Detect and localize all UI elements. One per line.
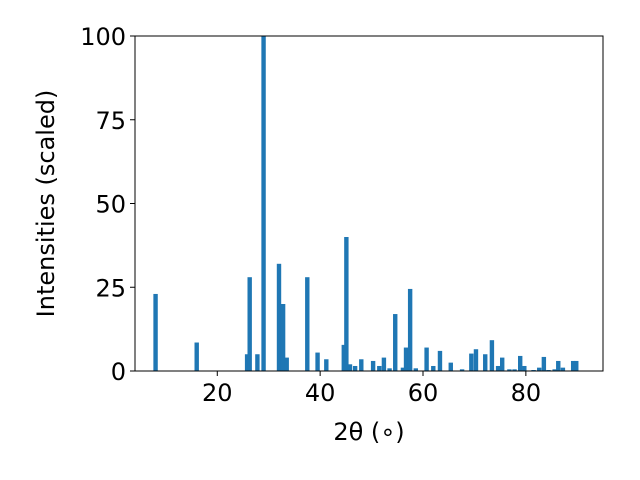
bar xyxy=(574,360,579,371)
bar xyxy=(284,357,289,371)
bar xyxy=(413,368,418,371)
y-tick-label: 50 xyxy=(95,191,126,219)
bar xyxy=(403,347,409,371)
bar xyxy=(261,36,266,371)
y-axis-ticks: 0 25 50 75 100 xyxy=(80,23,135,386)
bar xyxy=(448,362,453,372)
bar xyxy=(560,367,566,371)
x-tick-label: 40 xyxy=(305,379,336,407)
bar xyxy=(244,354,250,371)
bar xyxy=(344,237,349,371)
x-tick-label: 60 xyxy=(408,379,439,407)
plot-frame xyxy=(134,35,604,372)
bar xyxy=(407,288,413,371)
bar xyxy=(255,354,260,371)
y-tick-label: 100 xyxy=(80,23,126,51)
bar xyxy=(518,355,523,371)
y-tick-label: 25 xyxy=(95,274,126,302)
bar xyxy=(522,365,527,371)
bar xyxy=(512,369,517,371)
bar xyxy=(424,347,429,371)
bar xyxy=(431,365,436,371)
bar xyxy=(370,360,376,371)
x-axis-label: 2θ (∘) xyxy=(333,418,404,446)
bar xyxy=(393,314,398,371)
bars-group xyxy=(153,36,579,372)
bar xyxy=(500,357,505,371)
bar xyxy=(324,359,329,371)
bar xyxy=(459,369,465,371)
bar xyxy=(556,360,561,371)
bar xyxy=(341,344,346,371)
bar xyxy=(194,342,199,371)
bar xyxy=(247,277,252,371)
x-tick-label: 20 xyxy=(202,379,233,407)
bar xyxy=(305,277,310,371)
bar xyxy=(153,293,158,371)
bar xyxy=(387,368,392,371)
bar xyxy=(437,350,443,371)
bar xyxy=(276,263,282,371)
bar xyxy=(570,360,576,371)
bar xyxy=(495,365,501,371)
bar xyxy=(552,369,557,371)
bar xyxy=(507,369,512,371)
y-tick-label: 0 xyxy=(111,358,126,386)
bar xyxy=(400,367,406,371)
bar xyxy=(280,304,286,371)
y-tick-label: 75 xyxy=(95,107,126,135)
x-tick-label: 80 xyxy=(511,379,542,407)
bar xyxy=(315,352,320,371)
bar xyxy=(377,365,382,371)
bar xyxy=(359,359,364,371)
bar xyxy=(352,365,358,371)
bar xyxy=(347,364,353,371)
bar xyxy=(537,367,542,371)
bar xyxy=(469,353,474,371)
y-axis-label: Intensities (scaled) xyxy=(32,90,60,318)
bar xyxy=(541,356,547,371)
bar xyxy=(483,354,488,371)
bar xyxy=(381,357,387,371)
bar xyxy=(473,349,479,371)
bar xyxy=(489,340,495,371)
x-axis-ticks: 20 40 60 80 xyxy=(202,371,541,407)
